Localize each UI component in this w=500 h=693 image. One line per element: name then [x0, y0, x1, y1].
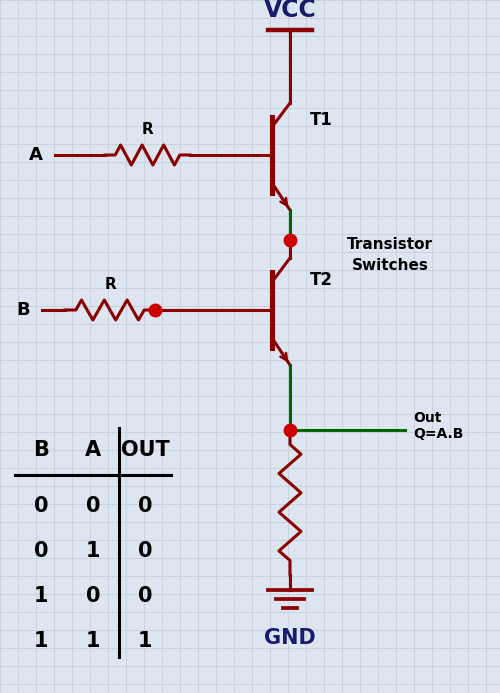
Text: 0: 0 — [86, 586, 100, 606]
Text: 1: 1 — [138, 631, 152, 651]
Text: 1: 1 — [34, 631, 48, 651]
Text: 0: 0 — [138, 496, 152, 516]
Text: 1: 1 — [34, 586, 48, 606]
Text: VCC: VCC — [264, 0, 316, 22]
Text: T2: T2 — [310, 271, 333, 289]
Text: R: R — [142, 122, 154, 137]
Text: 1: 1 — [86, 631, 100, 651]
Text: R: R — [104, 277, 116, 292]
Text: 0: 0 — [86, 496, 100, 516]
Text: A: A — [85, 440, 101, 460]
Text: T1: T1 — [310, 111, 333, 129]
Text: GND: GND — [264, 628, 316, 648]
Text: OUT: OUT — [120, 440, 170, 460]
Text: B: B — [33, 440, 49, 460]
Text: 0: 0 — [34, 496, 48, 516]
Text: Transistor
Switches: Transistor Switches — [347, 237, 433, 273]
Text: A: A — [29, 146, 43, 164]
Text: 0: 0 — [138, 586, 152, 606]
Text: Out
Q=A.B: Out Q=A.B — [413, 411, 464, 441]
Text: 0: 0 — [138, 541, 152, 561]
Text: 0: 0 — [34, 541, 48, 561]
Text: B: B — [16, 301, 30, 319]
Text: 1: 1 — [86, 541, 100, 561]
